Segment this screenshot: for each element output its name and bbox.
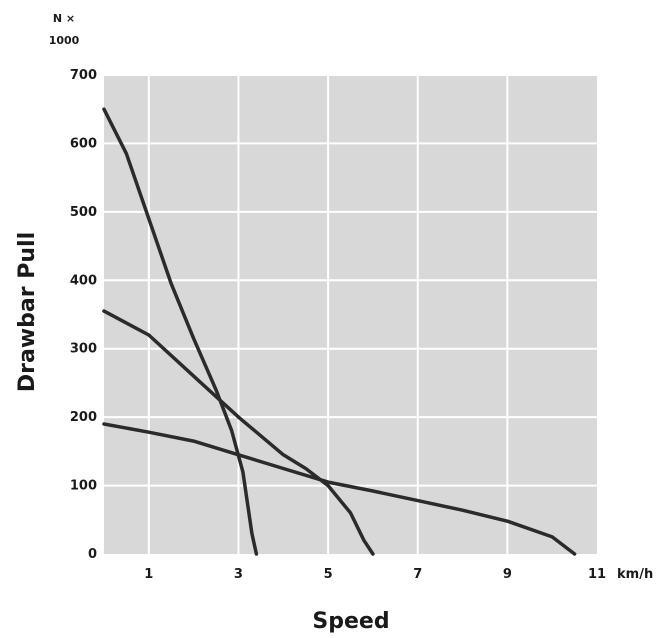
y-tick-label: 0 <box>88 547 97 562</box>
x-tick-label: 1 <box>144 567 153 582</box>
x-axis-ticks: 1 3 5 7 9 11 <box>144 567 606 582</box>
series-line-2 <box>102 309 375 556</box>
plot-area <box>104 75 597 554</box>
grid <box>104 74 597 554</box>
y-axis-ticks: 0 100 200 300 400 500 600 700 <box>70 68 97 562</box>
y-axis-unit-line1: N × <box>53 12 75 25</box>
y-tick-label: 300 <box>70 342 97 357</box>
y-tick-label: 500 <box>70 205 97 220</box>
x-tick-label: 7 <box>413 567 422 582</box>
x-tick-label: 3 <box>234 567 243 582</box>
y-tick-label: 200 <box>70 410 97 425</box>
y-tick-label: 100 <box>70 479 97 494</box>
y-tick-label: 600 <box>70 136 97 151</box>
x-axis-title: Speed <box>312 609 389 634</box>
y-axis-title: Drawbar Pull <box>15 232 40 392</box>
series-line-3 <box>102 422 577 556</box>
y-tick-label: 700 <box>70 68 97 83</box>
x-tick-label: 5 <box>324 567 333 582</box>
y-tick-label: 400 <box>70 273 97 288</box>
series-layer <box>102 107 577 556</box>
series-line-1 <box>102 107 259 556</box>
x-tick-label: 11 <box>588 567 606 582</box>
x-tick-label: 9 <box>503 567 512 582</box>
x-axis-unit: km/h <box>617 567 653 582</box>
y-axis-unit-line2: 1000 <box>49 34 80 47</box>
